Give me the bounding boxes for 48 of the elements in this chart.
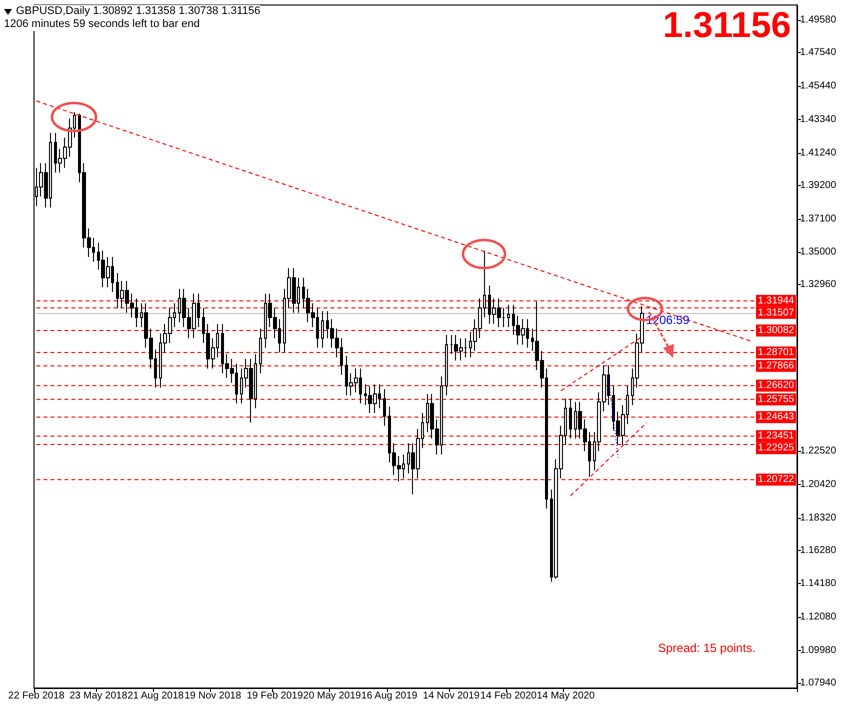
x-tick-label: 16 Aug 2019 xyxy=(361,690,418,702)
chart-title: GBPUSD,Daily 1.30892 1.31358 1.30738 1.31156 xyxy=(16,5,260,18)
y-tick-label: 1.22520 xyxy=(800,445,837,456)
x-tick-label: 22 Feb 2018 xyxy=(8,690,65,702)
ref-line-label: 1.22925 xyxy=(758,442,795,454)
annotation: Spread: 15 points. xyxy=(658,641,756,655)
y-tick-label: 1.35000 xyxy=(800,246,837,258)
candlestick xyxy=(383,388,386,426)
ref-line-label: 1.31507 xyxy=(758,307,795,318)
x-tick-label: 14 Feb 2020 xyxy=(480,690,537,702)
y-tick-label: 1.20420 xyxy=(800,478,837,490)
ref-line-label: 1.23451 xyxy=(758,430,795,442)
y-tick-label: 1.39200 xyxy=(800,180,837,191)
candlestick xyxy=(259,328,262,374)
y-tick-label: 1.12080 xyxy=(800,612,837,623)
y-tick-label: 1.09980 xyxy=(800,645,837,656)
text: 1206 minutes 59 seconds left to bar end xyxy=(4,18,201,31)
candlestick xyxy=(445,334,448,396)
x-tick-label: 23 May 2018 xyxy=(69,690,128,702)
x-tick-label: 19 Nov 2018 xyxy=(184,690,242,702)
x-tick-label: 14 Nov 2019 xyxy=(422,690,480,702)
candlestick xyxy=(321,310,324,348)
ref-line-label: 1.26620 xyxy=(758,380,795,392)
annotation: 1.31156 xyxy=(662,4,791,46)
x-tick-label: 19 Feb 2019 xyxy=(246,690,304,702)
y-tick-label: 1.07940 xyxy=(800,678,837,689)
y-tick-label: 1.43340 xyxy=(800,114,837,125)
x-tick-label: 20 May 2019 xyxy=(303,690,362,702)
y-tick-label: 1.45440 xyxy=(800,80,837,92)
ref-line-label: 1.30082 xyxy=(758,325,795,336)
candlestick xyxy=(507,304,510,328)
y-tick-label: 1.32960 xyxy=(800,279,837,290)
x-tick-label: 21 Aug 2018 xyxy=(128,690,184,702)
ref-line-label: 1.24643 xyxy=(758,412,795,423)
ref-line-label: 1.31944 xyxy=(758,295,795,306)
candlestick xyxy=(569,398,572,440)
y-tick-label: 1.16280 xyxy=(800,544,837,556)
y-tick-label: 1.47540 xyxy=(800,47,837,58)
ref-line-label: 1.20722 xyxy=(758,474,795,486)
ref-line-label: 1.28701 xyxy=(758,347,795,358)
ref-line-label: 1.25755 xyxy=(758,394,795,405)
y-tick-label: 1.14180 xyxy=(800,578,837,590)
ref-line-label: 1.27866 xyxy=(758,360,795,372)
y-tick-label: 1.37100 xyxy=(800,213,837,224)
y-tick-label: 1.18320 xyxy=(800,512,837,524)
y-tick-label: 1.41240 xyxy=(800,147,837,158)
x-tick-label: 14 May 2020 xyxy=(536,690,596,702)
y-tick-label: 1.49580 xyxy=(800,14,837,26)
